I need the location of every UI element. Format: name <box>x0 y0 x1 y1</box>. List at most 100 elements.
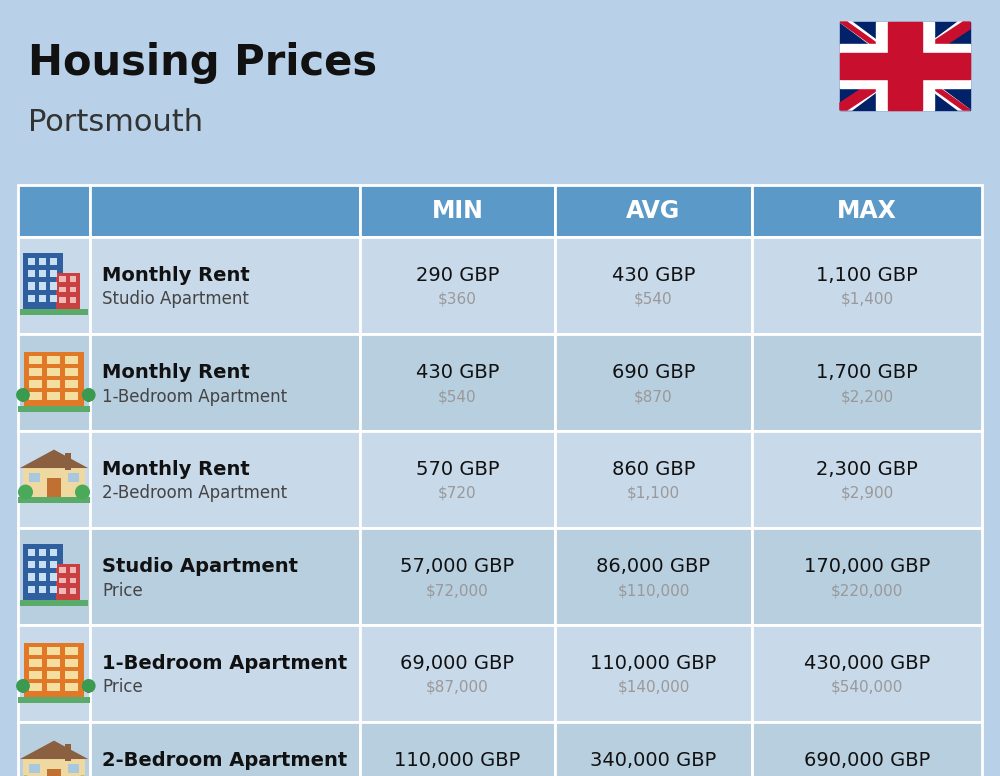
Text: $1,100: $1,100 <box>627 486 680 501</box>
Bar <box>39 270 46 277</box>
Bar <box>65 380 78 387</box>
Bar <box>50 295 57 302</box>
Bar <box>24 643 84 697</box>
Bar <box>18 334 90 431</box>
Text: $720: $720 <box>438 486 477 501</box>
Text: 86,000 GBP: 86,000 GBP <box>596 557 710 576</box>
Text: 340,000 GBP: 340,000 GBP <box>590 751 717 770</box>
Bar <box>50 561 57 568</box>
Bar <box>555 625 752 722</box>
Text: 430,000 GBP: 430,000 GBP <box>804 654 930 673</box>
Bar <box>47 392 60 400</box>
Text: $540,000: $540,000 <box>831 680 903 695</box>
Bar <box>29 764 40 773</box>
Bar <box>47 683 60 691</box>
Bar <box>68 764 79 773</box>
Bar <box>39 573 46 580</box>
Text: $72,000: $72,000 <box>426 583 489 598</box>
Bar <box>18 697 90 702</box>
Bar <box>23 759 85 776</box>
Bar <box>29 683 42 691</box>
Bar <box>752 528 982 625</box>
Text: Monthly Rent: Monthly Rent <box>102 363 250 382</box>
Bar <box>39 549 46 556</box>
Bar <box>59 567 66 573</box>
Bar <box>18 625 90 722</box>
Polygon shape <box>20 740 88 759</box>
Bar <box>59 296 66 303</box>
Bar <box>70 286 76 293</box>
Bar <box>47 659 60 667</box>
Text: 110,000 GBP: 110,000 GBP <box>590 654 717 673</box>
Text: Price: Price <box>102 678 143 697</box>
Text: AVG: AVG <box>626 199 681 223</box>
Bar <box>29 647 42 654</box>
Bar <box>18 185 90 237</box>
Bar <box>360 431 555 528</box>
Text: $870: $870 <box>634 389 673 404</box>
Bar <box>752 431 982 528</box>
Circle shape <box>17 680 29 692</box>
Text: Price: Price <box>102 581 143 600</box>
Bar <box>65 659 78 667</box>
Text: $540: $540 <box>634 292 673 307</box>
Bar <box>56 273 80 309</box>
Bar <box>47 368 60 376</box>
Bar <box>18 431 90 528</box>
Text: MAX: MAX <box>837 199 897 223</box>
Bar <box>47 647 60 654</box>
Bar <box>18 528 90 625</box>
Bar <box>39 586 46 593</box>
Bar <box>28 586 35 593</box>
Bar <box>360 185 555 237</box>
Bar <box>840 22 970 110</box>
Bar <box>22 686 24 693</box>
Bar <box>50 586 57 593</box>
Bar <box>87 686 90 693</box>
Text: 1,700 GBP: 1,700 GBP <box>816 363 918 382</box>
Bar <box>555 185 752 237</box>
Bar <box>70 577 76 584</box>
Polygon shape <box>840 44 970 88</box>
Text: 69,000 GBP: 69,000 GBP <box>400 654 514 673</box>
Bar <box>360 625 555 722</box>
Text: Monthly Rent: Monthly Rent <box>102 460 250 479</box>
Bar <box>20 309 88 315</box>
Bar <box>70 296 76 303</box>
Text: 170,000 GBP: 170,000 GBP <box>804 557 930 576</box>
Bar <box>28 561 35 568</box>
Polygon shape <box>888 22 922 110</box>
Text: $140,000: $140,000 <box>617 680 690 695</box>
Bar <box>47 671 60 678</box>
Bar <box>59 587 66 594</box>
Bar <box>65 356 78 363</box>
Bar <box>752 334 982 431</box>
Polygon shape <box>20 449 88 468</box>
Text: Studio Apartment: Studio Apartment <box>102 290 249 309</box>
Text: 290 GBP: 290 GBP <box>416 266 499 285</box>
Bar <box>65 453 71 469</box>
Circle shape <box>17 389 29 401</box>
Bar <box>90 431 360 528</box>
Circle shape <box>19 485 32 499</box>
Text: 1-Bedroom Apartment: 1-Bedroom Apartment <box>102 387 287 406</box>
Bar <box>90 528 360 625</box>
Bar <box>18 497 90 503</box>
Bar <box>47 380 60 387</box>
Bar <box>18 406 90 411</box>
Bar <box>70 276 76 282</box>
Bar <box>65 683 78 691</box>
Bar <box>360 722 555 776</box>
Bar <box>56 564 80 600</box>
Bar <box>752 722 982 776</box>
Bar <box>18 722 90 776</box>
Bar <box>752 625 982 722</box>
Polygon shape <box>840 22 970 110</box>
Bar <box>90 237 360 334</box>
Text: $540: $540 <box>438 389 477 404</box>
Bar <box>65 744 71 760</box>
Circle shape <box>83 389 95 401</box>
Bar <box>555 334 752 431</box>
Bar <box>23 544 63 600</box>
Text: 1-Bedroom Apartment: 1-Bedroom Apartment <box>102 654 347 673</box>
